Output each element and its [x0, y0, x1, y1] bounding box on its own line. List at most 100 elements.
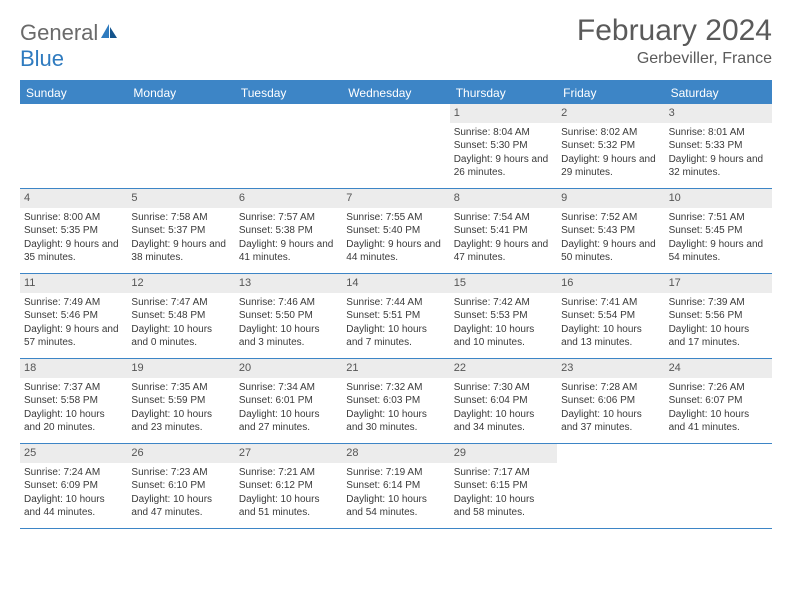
sunrise-text: Sunrise: 8:01 AM [669, 126, 768, 140]
day-cell: 25Sunrise: 7:24 AMSunset: 6:09 PMDayligh… [20, 444, 127, 528]
daylight-text: Daylight: 9 hours and 38 minutes. [131, 238, 230, 265]
day-cell: 17Sunrise: 7:39 AMSunset: 5:56 PMDayligh… [665, 274, 772, 358]
day-cell: 18Sunrise: 7:37 AMSunset: 5:58 PMDayligh… [20, 359, 127, 443]
sunrise-text: Sunrise: 7:58 AM [131, 211, 230, 225]
day-cell: 2Sunrise: 8:02 AMSunset: 5:32 PMDaylight… [557, 104, 664, 188]
day-cell: 14Sunrise: 7:44 AMSunset: 5:51 PMDayligh… [342, 274, 449, 358]
weeks-container: ....1Sunrise: 8:04 AMSunset: 5:30 PMDayl… [20, 104, 772, 529]
sunset-text: Sunset: 5:38 PM [239, 224, 338, 238]
sunset-text: Sunset: 6:09 PM [24, 479, 123, 493]
location: Gerbeviller, France [577, 50, 772, 68]
day-number: 14 [342, 274, 449, 293]
day-number: 29 [450, 444, 557, 463]
day-cell: 27Sunrise: 7:21 AMSunset: 6:12 PMDayligh… [235, 444, 342, 528]
week-row: 25Sunrise: 7:24 AMSunset: 6:09 PMDayligh… [20, 444, 772, 529]
sunrise-text: Sunrise: 7:57 AM [239, 211, 338, 225]
sunrise-text: Sunrise: 7:46 AM [239, 296, 338, 310]
sunset-text: Sunset: 5:46 PM [24, 309, 123, 323]
week-row: ....1Sunrise: 8:04 AMSunset: 5:30 PMDayl… [20, 104, 772, 189]
weekday-friday: Friday [557, 82, 664, 104]
sunrise-text: Sunrise: 7:42 AM [454, 296, 553, 310]
sunset-text: Sunset: 5:35 PM [24, 224, 123, 238]
day-cell: 22Sunrise: 7:30 AMSunset: 6:04 PMDayligh… [450, 359, 557, 443]
day-number: 2 [557, 104, 664, 123]
daylight-text: Daylight: 9 hours and 54 minutes. [669, 238, 768, 265]
sunset-text: Sunset: 5:53 PM [454, 309, 553, 323]
day-cell-empty: . [342, 104, 449, 188]
sunset-text: Sunset: 6:04 PM [454, 394, 553, 408]
sunset-text: Sunset: 6:12 PM [239, 479, 338, 493]
daylight-text: Daylight: 10 hours and 44 minutes. [24, 493, 123, 520]
day-cell: 11Sunrise: 7:49 AMSunset: 5:46 PMDayligh… [20, 274, 127, 358]
sunset-text: Sunset: 5:40 PM [346, 224, 445, 238]
day-number: 20 [235, 359, 342, 378]
daylight-text: Daylight: 10 hours and 41 minutes. [669, 408, 768, 435]
sunset-text: Sunset: 5:58 PM [24, 394, 123, 408]
day-number: 26 [127, 444, 234, 463]
sunset-text: Sunset: 5:37 PM [131, 224, 230, 238]
sunset-text: Sunset: 6:01 PM [239, 394, 338, 408]
sunrise-text: Sunrise: 7:54 AM [454, 211, 553, 225]
day-cell: 24Sunrise: 7:26 AMSunset: 6:07 PMDayligh… [665, 359, 772, 443]
month-title: February 2024 [577, 14, 772, 48]
daylight-text: Daylight: 9 hours and 57 minutes. [24, 323, 123, 350]
logo: GeneralBlue [20, 14, 122, 72]
day-number: 6 [235, 189, 342, 208]
daylight-text: Daylight: 9 hours and 26 minutes. [454, 153, 553, 180]
weekday-sunday: Sunday [20, 82, 127, 104]
daylight-text: Daylight: 10 hours and 47 minutes. [131, 493, 230, 520]
daylight-text: Daylight: 10 hours and 30 minutes. [346, 408, 445, 435]
day-number: 23 [557, 359, 664, 378]
sunrise-text: Sunrise: 7:37 AM [24, 381, 123, 395]
day-number: 21 [342, 359, 449, 378]
day-cell-empty: . [665, 444, 772, 528]
day-cell: 20Sunrise: 7:34 AMSunset: 6:01 PMDayligh… [235, 359, 342, 443]
sunset-text: Sunset: 6:14 PM [346, 479, 445, 493]
week-row: 18Sunrise: 7:37 AMSunset: 5:58 PMDayligh… [20, 359, 772, 444]
daylight-text: Daylight: 10 hours and 20 minutes. [24, 408, 123, 435]
day-number: 13 [235, 274, 342, 293]
weekday-header: Sunday Monday Tuesday Wednesday Thursday… [20, 82, 772, 104]
sunset-text: Sunset: 5:45 PM [669, 224, 768, 238]
day-number: 5 [127, 189, 234, 208]
day-number: 9 [557, 189, 664, 208]
sunset-text: Sunset: 5:56 PM [669, 309, 768, 323]
sunset-text: Sunset: 5:43 PM [561, 224, 660, 238]
daylight-text: Daylight: 9 hours and 35 minutes. [24, 238, 123, 265]
daylight-text: Daylight: 9 hours and 41 minutes. [239, 238, 338, 265]
sunset-text: Sunset: 5:59 PM [131, 394, 230, 408]
daylight-text: Daylight: 9 hours and 44 minutes. [346, 238, 445, 265]
header: GeneralBlue February 2024 Gerbeviller, F… [20, 14, 772, 72]
day-number: 1 [450, 104, 557, 123]
sunrise-text: Sunrise: 8:04 AM [454, 126, 553, 140]
daylight-text: Daylight: 10 hours and 13 minutes. [561, 323, 660, 350]
sunrise-text: Sunrise: 7:34 AM [239, 381, 338, 395]
sunrise-text: Sunrise: 7:41 AM [561, 296, 660, 310]
sunrise-text: Sunrise: 7:28 AM [561, 381, 660, 395]
logo-text-blue: Blue [20, 46, 64, 71]
day-cell: 13Sunrise: 7:46 AMSunset: 5:50 PMDayligh… [235, 274, 342, 358]
sunrise-text: Sunrise: 7:30 AM [454, 381, 553, 395]
sunset-text: Sunset: 5:30 PM [454, 139, 553, 153]
day-number: 17 [665, 274, 772, 293]
day-number: 7 [342, 189, 449, 208]
day-cell: 1 Sunrise: 8:04 AMSunset: 5:30 PMDaylight… [450, 104, 557, 188]
sunrise-text: Sunrise: 7:23 AM [131, 466, 230, 480]
daylight-text: Daylight: 10 hours and 0 minutes. [131, 323, 230, 350]
daylight-text: Daylight: 10 hours and 34 minutes. [454, 408, 553, 435]
sunset-text: Sunset: 5:32 PM [561, 139, 660, 153]
sunset-text: Sunset: 6:10 PM [131, 479, 230, 493]
day-number: 15 [450, 274, 557, 293]
daylight-text: Daylight: 10 hours and 51 minutes. [239, 493, 338, 520]
week-row: 11Sunrise: 7:49 AMSunset: 5:46 PMDayligh… [20, 274, 772, 359]
sunrise-text: Sunrise: 7:32 AM [346, 381, 445, 395]
day-number: 4 [20, 189, 127, 208]
daylight-text: Daylight: 9 hours and 47 minutes. [454, 238, 553, 265]
day-cell-empty: . [127, 104, 234, 188]
day-cell: 29Sunrise: 7:17 AMSunset: 6:15 PMDayligh… [450, 444, 557, 528]
day-cell: 4Sunrise: 8:00 AMSunset: 5:35 PMDaylight… [20, 189, 127, 273]
day-cell: 12Sunrise: 7:47 AMSunset: 5:48 PMDayligh… [127, 274, 234, 358]
daylight-text: Daylight: 10 hours and 10 minutes. [454, 323, 553, 350]
sunrise-text: Sunrise: 7:47 AM [131, 296, 230, 310]
logo-sail-icon [100, 23, 122, 44]
